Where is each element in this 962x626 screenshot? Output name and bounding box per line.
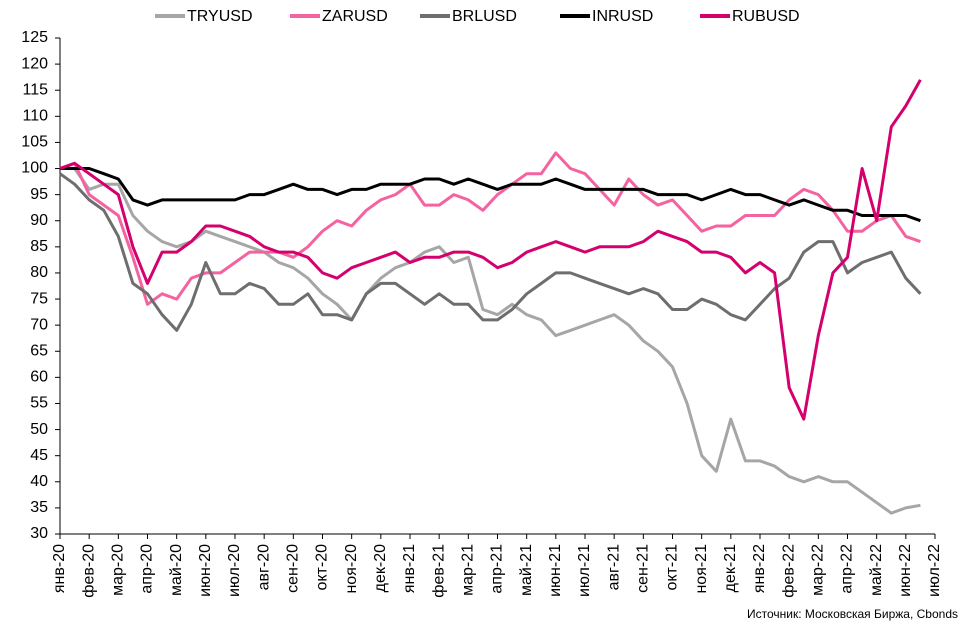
source-note: Источник: Московская Биржа, Cbonds [747, 607, 958, 621]
y-tick-label: 85 [30, 238, 48, 255]
x-tick-label: дек-20 [372, 544, 389, 592]
x-tick-label: мар-22 [810, 544, 827, 596]
x-tick-label: июл-22 [926, 544, 943, 597]
y-tick-label: 120 [21, 55, 48, 72]
x-tick-label: май-20 [168, 544, 185, 596]
x-tick-label: июн-20 [197, 544, 214, 597]
legend-label: INRUSD [592, 8, 653, 25]
legend-label: BRLUSD [452, 8, 517, 25]
x-tick-label: июн-22 [897, 544, 914, 597]
x-tick-label: окт-20 [314, 544, 331, 591]
x-tick-label: сен-20 [285, 544, 302, 593]
y-tick-label: 90 [30, 212, 48, 229]
legend-label: RUBUSD [732, 8, 800, 25]
y-tick-label: 60 [30, 369, 48, 386]
y-tick-label: 105 [21, 134, 48, 151]
x-tick-label: янв-21 [401, 544, 418, 593]
y-tick-label: 30 [30, 525, 48, 542]
y-tick-label: 55 [30, 395, 48, 412]
y-tick-label: 110 [22, 108, 48, 125]
y-tick-label: 115 [22, 81, 48, 98]
y-tick-label: 95 [30, 186, 48, 203]
x-tick-label: июл-20 [226, 544, 243, 597]
x-tick-label: янв-22 [751, 544, 768, 593]
x-tick-label: май-21 [518, 544, 535, 596]
x-tick-label: сен-21 [635, 544, 652, 593]
x-tick-label: авг-20 [255, 544, 272, 590]
y-tick-label: 45 [30, 447, 48, 464]
x-tick-label: янв-20 [51, 544, 68, 593]
x-tick-label: ноя-20 [343, 544, 360, 594]
y-tick-label: 125 [21, 29, 48, 46]
x-tick-label: июн-21 [547, 544, 564, 597]
x-tick-label: май-22 [868, 544, 885, 596]
y-tick-label: 100 [21, 160, 48, 177]
y-tick-label: 40 [30, 473, 48, 490]
y-tick-label: 50 [30, 421, 48, 438]
y-tick-label: 75 [30, 290, 48, 307]
x-tick-label: апр-22 [839, 544, 856, 594]
x-tick-label: дек-21 [722, 544, 739, 592]
legend-label: ZARUSD [322, 8, 388, 25]
x-tick-label: апр-21 [489, 544, 506, 594]
x-tick-label: фев-22 [780, 544, 797, 598]
y-tick-label: 35 [30, 499, 48, 516]
legend-label: TRYUSD [187, 8, 253, 25]
x-tick-label: апр-20 [139, 544, 156, 594]
series-line [59, 79, 922, 421]
series-line [60, 167, 921, 223]
y-tick-label: 70 [30, 316, 48, 333]
x-tick-label: окт-21 [664, 544, 681, 591]
x-tick-label: фев-20 [80, 544, 97, 598]
y-tick-label: 65 [30, 342, 48, 359]
x-tick-label: мар-20 [110, 544, 127, 596]
x-tick-label: фев-21 [430, 544, 447, 598]
x-tick-label: мар-21 [460, 544, 477, 596]
y-tick-label: 80 [30, 264, 48, 281]
x-tick-label: ноя-21 [693, 544, 710, 594]
x-tick-label: июл-21 [576, 544, 593, 597]
x-tick-label: авг-21 [605, 544, 622, 590]
series-line [59, 151, 921, 306]
series-line [60, 167, 921, 515]
